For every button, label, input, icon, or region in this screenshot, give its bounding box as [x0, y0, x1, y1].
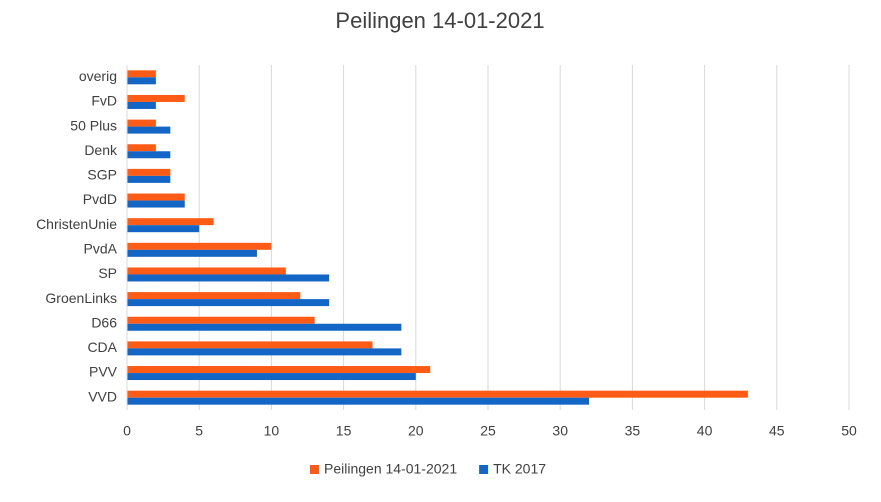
bar: [127, 225, 200, 233]
bar: [127, 200, 185, 208]
bar: [127, 274, 330, 282]
y-tick-label: SGP: [87, 167, 117, 183]
y-tick-label: ChristenUnie: [36, 216, 117, 232]
x-tick-label: 15: [336, 423, 352, 439]
bar: [127, 126, 171, 134]
bar: [127, 77, 156, 85]
bar: [127, 144, 156, 152]
bar: [127, 193, 185, 201]
y-tick-label: overig: [79, 68, 117, 84]
x-tick-label: 30: [552, 423, 568, 439]
bar: [127, 267, 286, 275]
bar: [127, 373, 416, 381]
bar: [127, 366, 431, 374]
bar: [127, 292, 301, 300]
y-tick-label: CDA: [87, 339, 117, 355]
y-tick-label: D66: [91, 314, 117, 330]
x-tick-label: 40: [697, 423, 713, 439]
chart-title: Peilingen 14-01-2021: [335, 8, 544, 33]
bar: [127, 151, 171, 159]
bar: [127, 94, 185, 102]
y-tick-label: 50 Plus: [70, 117, 117, 133]
x-tick-label: 50: [841, 423, 857, 439]
bar: [127, 299, 330, 307]
y-tick-label: PvdA: [84, 241, 118, 257]
y-tick-label: PvdD: [83, 191, 117, 207]
x-tick-label: 45: [769, 423, 785, 439]
y-tick-label: VVD: [88, 388, 117, 404]
bar: [127, 348, 402, 356]
legend-swatch: [310, 465, 319, 474]
y-tick-label: SP: [98, 265, 117, 281]
bar: [127, 119, 156, 127]
y-tick-label: PVV: [89, 364, 118, 380]
bar: [127, 323, 402, 331]
x-tick-label: 5: [195, 423, 203, 439]
bar: [127, 168, 171, 176]
y-tick-label: GroenLinks: [45, 290, 117, 306]
bar: [127, 242, 272, 250]
bar: [127, 397, 590, 405]
bar: [127, 249, 257, 257]
legend-label: Peilingen 14-01-2021: [324, 461, 457, 477]
bar: [127, 316, 315, 324]
x-tick-label: 35: [625, 423, 641, 439]
y-tick-label: FvD: [91, 93, 117, 109]
x-tick-label: 20: [408, 423, 424, 439]
bar: [127, 218, 214, 226]
x-tick-label: 25: [480, 423, 496, 439]
bar: [127, 101, 156, 109]
y-tick-label: Denk: [84, 142, 118, 158]
legend-label: TK 2017: [493, 461, 546, 477]
bar: [127, 70, 156, 78]
bar: [127, 341, 373, 349]
bar: [127, 390, 748, 398]
bar: [127, 175, 171, 183]
legend-swatch: [479, 465, 489, 474]
x-tick-label: 10: [264, 423, 280, 439]
x-tick-label: 0: [123, 423, 131, 439]
